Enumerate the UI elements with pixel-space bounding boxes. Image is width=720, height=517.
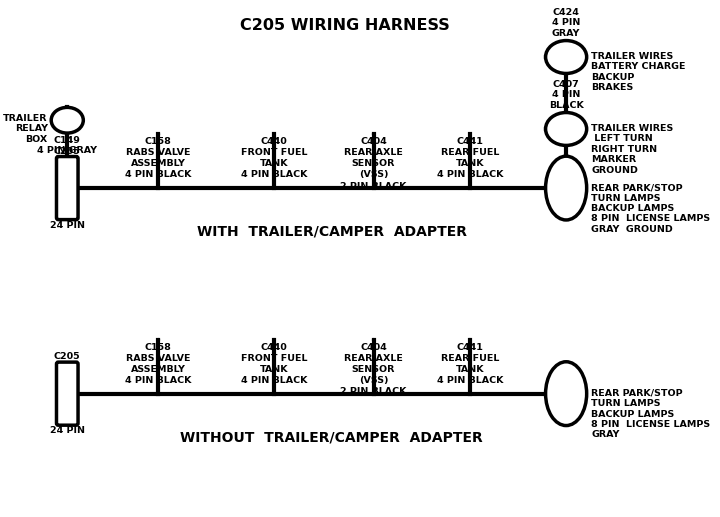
Text: C158
RABS VALVE
ASSEMBLY
4 PIN BLACK: C158 RABS VALVE ASSEMBLY 4 PIN BLACK (125, 137, 192, 179)
Text: C440
FRONT FUEL
TANK
4 PIN BLACK: C440 FRONT FUEL TANK 4 PIN BLACK (240, 137, 307, 179)
Text: 24 PIN: 24 PIN (50, 221, 85, 230)
Ellipse shape (546, 40, 587, 73)
FancyBboxPatch shape (56, 362, 78, 425)
Text: C401: C401 (553, 365, 580, 374)
Text: C404
REAR AXLE
SENSOR
(VSS)
2 PIN BLACK: C404 REAR AXLE SENSOR (VSS) 2 PIN BLACK (341, 137, 407, 190)
Text: WITHOUT  TRAILER/CAMPER  ADAPTER: WITHOUT TRAILER/CAMPER ADAPTER (181, 430, 483, 444)
Text: C205 WIRING HARNESS: C205 WIRING HARNESS (240, 18, 449, 33)
Text: C404
REAR AXLE
SENSOR
(VSS)
2 PIN BLACK: C404 REAR AXLE SENSOR (VSS) 2 PIN BLACK (341, 343, 407, 396)
Text: C424
4 PIN
GRAY: C424 4 PIN GRAY (552, 8, 580, 38)
Text: REAR PARK/STOP
TURN LAMPS
BACKUP LAMPS
8 PIN  LICENSE LAMPS
GRAY: REAR PARK/STOP TURN LAMPS BACKUP LAMPS 8… (591, 389, 710, 439)
Text: C441
REAR FUEL
TANK
4 PIN BLACK: C441 REAR FUEL TANK 4 PIN BLACK (436, 343, 503, 385)
Text: C149
4 PIN GRAY: C149 4 PIN GRAY (37, 136, 97, 156)
Text: C205: C205 (54, 146, 81, 156)
Ellipse shape (51, 108, 84, 133)
Ellipse shape (546, 362, 587, 425)
Text: 24 PIN: 24 PIN (50, 426, 85, 435)
Ellipse shape (546, 156, 587, 220)
Text: TRAILER
RELAY
BOX: TRAILER RELAY BOX (3, 114, 48, 144)
Text: C441
REAR FUEL
TANK
4 PIN BLACK: C441 REAR FUEL TANK 4 PIN BLACK (436, 137, 503, 179)
Text: WITH  TRAILER/CAMPER  ADAPTER: WITH TRAILER/CAMPER ADAPTER (197, 225, 467, 239)
Text: TRAILER WIRES
 LEFT TURN
RIGHT TURN
MARKER
GROUND: TRAILER WIRES LEFT TURN RIGHT TURN MARKE… (591, 124, 673, 175)
Text: C205: C205 (54, 352, 81, 361)
Ellipse shape (546, 113, 587, 145)
Text: TRAILER WIRES
BATTERY CHARGE
BACKUP
BRAKES: TRAILER WIRES BATTERY CHARGE BACKUP BRAK… (591, 52, 685, 92)
Text: REAR PARK/STOP
TURN LAMPS
BACKUP LAMPS
8 PIN  LICENSE LAMPS
GRAY  GROUND: REAR PARK/STOP TURN LAMPS BACKUP LAMPS 8… (591, 183, 710, 234)
Text: C158
RABS VALVE
ASSEMBLY
4 PIN BLACK: C158 RABS VALVE ASSEMBLY 4 PIN BLACK (125, 343, 192, 385)
Text: C407
4 PIN
BLACK: C407 4 PIN BLACK (549, 80, 583, 110)
FancyBboxPatch shape (56, 157, 78, 220)
Text: C401: C401 (553, 160, 580, 169)
Text: C440
FRONT FUEL
TANK
4 PIN BLACK: C440 FRONT FUEL TANK 4 PIN BLACK (240, 343, 307, 385)
